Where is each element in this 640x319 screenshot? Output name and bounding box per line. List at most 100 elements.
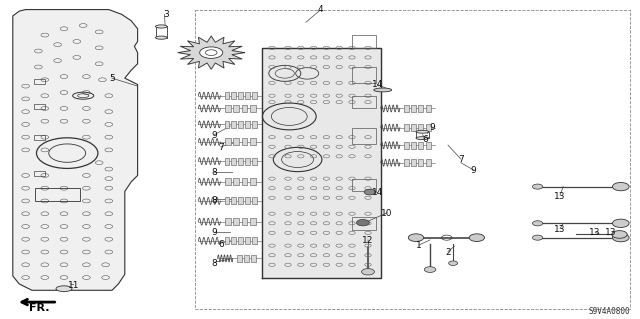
Bar [245,237,250,244]
Text: S9V4A0800: S9V4A0800 [589,307,630,315]
Circle shape [532,221,543,226]
Bar [250,218,256,225]
Text: 9: 9 [471,166,476,175]
Text: FR.: FR. [29,303,50,313]
Bar [252,255,257,262]
Text: 2: 2 [445,248,451,256]
Text: 7: 7 [458,155,463,164]
Text: 10: 10 [381,209,393,218]
Bar [34,171,45,176]
Bar [233,138,239,145]
Text: 14: 14 [372,189,383,197]
Bar [426,124,431,131]
Text: 8: 8 [212,196,217,204]
Bar [225,237,229,244]
Bar [225,197,229,204]
Circle shape [364,189,376,195]
Bar [426,142,431,149]
Circle shape [612,219,629,227]
Ellipse shape [156,36,167,39]
Text: 13: 13 [589,228,601,237]
Bar [419,159,424,166]
Bar [238,237,243,244]
Bar [352,217,376,230]
Bar [252,237,257,244]
Bar [419,105,424,112]
Circle shape [200,47,223,58]
Bar [232,197,236,204]
Bar [233,105,239,112]
Bar [252,197,257,204]
Circle shape [424,267,436,272]
Bar [225,92,229,99]
Bar [225,178,230,185]
Bar [241,178,247,185]
Bar [232,121,236,128]
Bar [404,105,409,112]
Bar [34,135,45,140]
Bar [352,96,376,108]
Bar [412,124,416,131]
Bar [238,121,243,128]
Bar [35,188,80,201]
Bar [426,105,431,112]
Circle shape [532,235,543,240]
Circle shape [612,234,629,242]
Circle shape [612,182,629,191]
Text: 9: 9 [212,131,217,140]
Circle shape [449,261,458,265]
Bar [250,138,256,145]
Bar [252,158,257,165]
Bar [238,92,243,99]
Circle shape [408,234,424,241]
Bar [404,159,409,166]
Bar [225,121,229,128]
Bar [412,105,416,112]
Text: 12: 12 [362,236,374,245]
Bar [245,92,250,99]
Bar [232,237,236,244]
Text: 13: 13 [605,228,617,237]
Polygon shape [262,48,381,278]
Bar [241,138,247,145]
Bar [252,92,257,99]
Text: 6: 6 [218,240,223,249]
Bar [238,158,243,165]
Bar [245,197,250,204]
Bar [412,159,416,166]
Ellipse shape [374,88,392,92]
Text: 13: 13 [554,225,566,234]
Bar [233,218,239,225]
Text: 5: 5 [109,74,115,83]
Bar [250,105,256,112]
Bar [426,159,431,166]
Ellipse shape [416,130,429,133]
Bar [34,104,45,109]
Bar [225,218,230,225]
Bar [225,158,229,165]
Text: 4: 4 [317,5,323,14]
Bar [352,179,376,191]
Text: 9: 9 [429,123,435,132]
Text: 3: 3 [164,10,169,19]
Bar [245,121,250,128]
Polygon shape [178,36,244,69]
Text: 7: 7 [218,143,223,152]
Bar [241,105,247,112]
Circle shape [612,231,627,238]
Bar [245,158,250,165]
Bar [252,121,257,128]
Bar [419,142,424,149]
Ellipse shape [156,25,167,28]
Bar [241,218,247,225]
Circle shape [532,184,543,189]
Bar [352,35,376,48]
Bar [233,178,239,185]
Bar [352,67,376,83]
Bar [244,255,250,262]
Text: 14: 14 [372,80,383,89]
Bar [352,128,376,144]
Text: 8: 8 [212,259,217,268]
Text: 8: 8 [212,168,217,177]
Bar [232,92,236,99]
